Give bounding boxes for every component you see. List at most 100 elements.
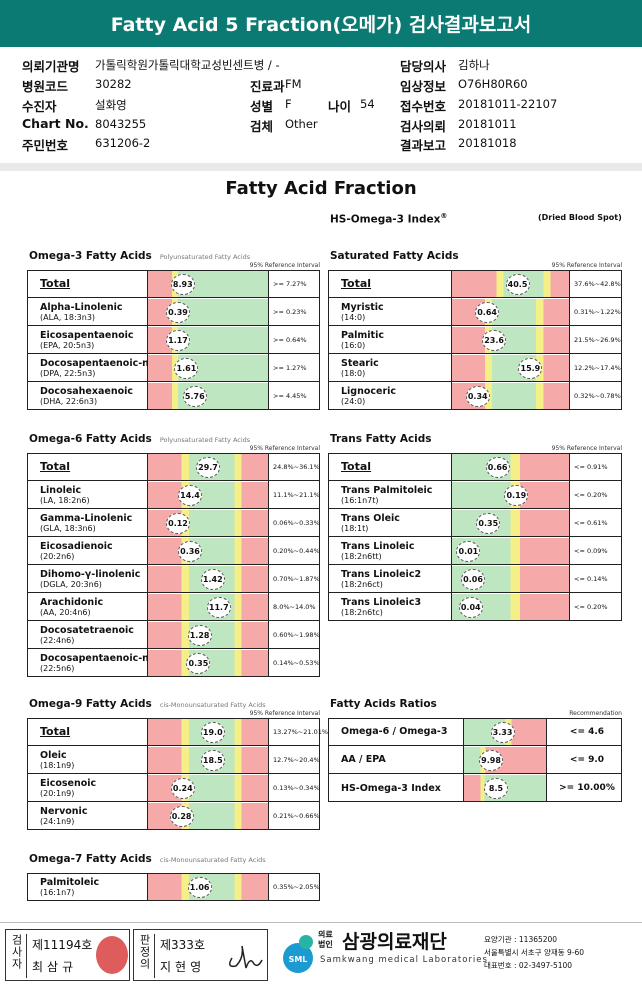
analyte-cell: HS-Omega-3 Index [329, 774, 464, 802]
info-label: 수진자 [22, 99, 57, 114]
analyte-name: Docosahexaenoic [40, 386, 134, 397]
result-row: Docosapentaenoic-n3 (DPA, 22:5n3) 1.61 >= 1… [28, 354, 319, 382]
panel-title-text: Omega-6 Fatty Acids [29, 433, 152, 445]
analyte-cell: Linoleic (LA, 18:2n6) [28, 481, 148, 508]
analyte-sub: (DPA, 22:5n3) [40, 368, 96, 378]
analyte-cell: Trans Linoleic (18:2n6tt) [329, 537, 452, 564]
info-label: 나이 [328, 99, 352, 114]
org-contact: 요양기관 : 11365200 서울특별시 서초구 양재동 9-60 대표번호 … [484, 933, 584, 972]
analyte-name: Arachidonic [40, 596, 104, 608]
analyte-sub: (20:1n9) [40, 788, 75, 798]
analyte-sub: (16:1n7) [40, 888, 75, 897]
reference-value: >= 1.27% [268, 354, 321, 381]
panel-title: Fatty Acids Ratios [330, 698, 437, 710]
result-value: 5.76 [182, 386, 207, 407]
range-bar: 18.5 [148, 747, 268, 773]
judge-name: 지현영 [160, 960, 206, 974]
analyte-name: Eicosapentaenoic [40, 329, 134, 341]
analyte-name: AA / EPA [341, 754, 386, 765]
reference-header: 95% Reference Interval [551, 445, 622, 452]
result-row: Lignoceric (24:0) 0.34 0.32%~0.78% [329, 382, 621, 410]
analyte-name: Trans Linoleic [341, 540, 415, 552]
judge-license: 제333호 [160, 938, 205, 952]
analyte-name: Trans Linoleic2 [341, 568, 422, 580]
result-value: 3.33 [490, 722, 515, 743]
result-value: 0.04 [458, 597, 483, 618]
analyte-cell: Myristic (14:0) [329, 298, 452, 325]
analyte-sub: (14:0) [341, 312, 366, 322]
result-row: Total 0.66 <= 0.91% [329, 453, 621, 481]
reference-value: 0.60%~1.98% [268, 621, 321, 648]
analyte-cell: Lignoceric (24:0) [329, 382, 452, 410]
reference-value: <= 0.20% [569, 593, 623, 621]
separator [0, 163, 642, 171]
result-row: Eicosadienoic (20:2n6) 0.36 0.20%~0.44% [28, 537, 320, 565]
panel: Omega-7 Fatty Acids cis-Monounsaturated F… [27, 853, 320, 901]
reference-value: 0.21%~0.66% [268, 802, 321, 830]
panel-title-text: Omega-7 Fatty Acids [29, 853, 152, 865]
result-row: Trans Linoleic (18:2n6tt) 0.01 <= 0.09% [329, 537, 621, 565]
result-value: 0.19 [504, 485, 529, 506]
patient-info: 의뢰기관명 가톨릭학원가톨릭대학교성빈센트병 / - 담당의사 김하나 병원코드 3028… [0, 50, 642, 160]
result-value: 8.5 [483, 778, 508, 799]
range-bar: 1.42 [148, 566, 268, 592]
analyte-sub: (24:1n9) [40, 817, 75, 826]
analyte-cell: AA / EPA [329, 746, 464, 773]
range-bar: 0.19 [452, 482, 569, 508]
range-bar: 5.76 [148, 383, 268, 409]
reference-value: >= 4.45% [268, 382, 321, 410]
info-label: 검사의뢰 [400, 119, 447, 134]
info-label: 검체 [250, 119, 274, 134]
org-name: 삼광의료재단 [342, 931, 447, 953]
analyte-cell: Nervonic (24:1n9) [28, 802, 148, 830]
analyte-name: Eicosenoic [40, 777, 97, 789]
analyte-sub: (16:1n7t) [341, 495, 379, 505]
panel-title-text: Omega-9 Fatty Acids [29, 698, 152, 710]
reference-value: 0.35%~2.05% [268, 873, 321, 901]
analyte-cell: Trans Linoleic2 (18:2n6ct) [329, 565, 452, 592]
panel-title-text: Omega-3 Fatty Acids [29, 250, 152, 262]
section-title: Fatty Acid Fraction [225, 178, 417, 199]
analyte-cell: Eicosenoic (20:1n9) [28, 774, 148, 801]
panel: Trans Fatty Acids 95% Reference Interval T… [328, 433, 622, 621]
info-value: 30282 [95, 77, 132, 91]
reference-value: 0.06%~0.33% [268, 509, 321, 536]
info-label: 결과보고 [400, 138, 447, 153]
report-title: Fatty Acid 5 Fraction(오메가) 검사결과보고서 [0, 0, 642, 47]
result-value: 9.98 [479, 750, 504, 771]
result-row: Nervonic (24:1n9) 0.28 0.21%~0.66% [28, 802, 321, 830]
reference-value: >= 10.00% [546, 774, 623, 802]
examiner-box: 검사자 제11194호 최삼규 [5, 929, 130, 981]
panel-title-text: Saturated Fatty Acids [330, 250, 459, 262]
analyte-name: Oleic [40, 749, 67, 761]
analyte-name: Palmitic [341, 329, 384, 341]
result-value: 0.06 [461, 569, 486, 590]
analyte-name: Docosapentaenoic-n3 [40, 357, 156, 369]
panel-subtitle: cis-Monounsaturated Fatty Acids [159, 701, 266, 709]
info-label: 주민번호 [22, 138, 69, 153]
reference-value: <= 0.61% [569, 509, 623, 536]
analyte-sub: (LA, 18:2n6) [40, 495, 90, 505]
panel: Omega-9 Fatty Acids cis-Monounsaturated F… [27, 698, 328, 830]
analyte-sub: (18:2n6ct) [341, 579, 383, 589]
result-row: Omega-6 / Omega-3 3.33 <= 4.6 [329, 718, 621, 746]
result-table: Total 0.66 <= 0.91% Trans Palmitoleic (16:1n… [328, 453, 622, 621]
panel-title: Saturated Fatty Acids [330, 250, 459, 262]
panel-title: Trans Fatty Acids [330, 433, 432, 445]
info-value: 설화영 [95, 98, 127, 112]
info-label: 병원코드 [22, 79, 69, 94]
reference-value: 24.8%~36.1% [268, 453, 321, 480]
range-bar: 0.06 [452, 566, 569, 592]
logo-prefix: 의료 법인 [318, 930, 333, 949]
org-phone: 대표번호 : 02-3497-5100 [484, 961, 573, 970]
panel: Omega-6 Fatty Acids Polyunsaturated Fatty… [27, 433, 320, 677]
panel: Saturated Fatty Acids 95% Reference Inter… [328, 250, 622, 410]
result-row: Arachidonic (AA, 20:4n6) 11.7 8.0%~14.0% [28, 593, 319, 621]
analyte-name: Trans Oleic [341, 512, 400, 524]
result-row: Trans Oleic (18:1t) 0.35 <= 0.61% [329, 509, 621, 537]
info-value: 20181018 [458, 136, 517, 150]
analyte-cell: Trans Palmitoleic (16:1n7t) [329, 481, 452, 508]
result-value: 11.7 [206, 597, 231, 618]
result-row: Oleic (18:1n9) 18.5 12.7%~20.4% [28, 746, 320, 774]
result-value: 1.42 [200, 569, 225, 590]
